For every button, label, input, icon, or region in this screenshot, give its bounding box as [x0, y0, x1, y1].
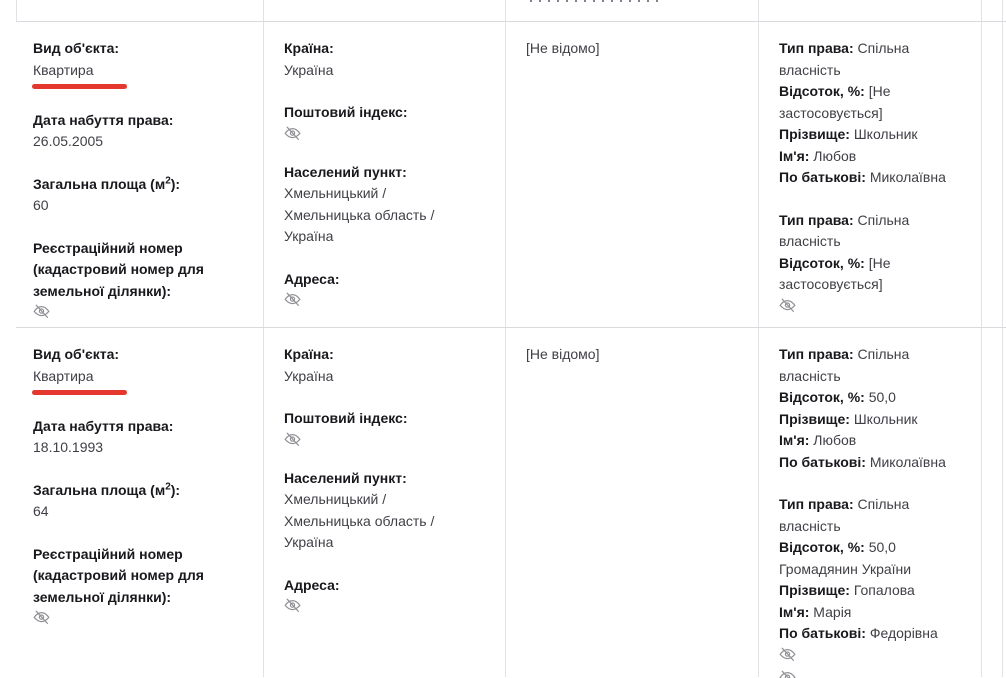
eye-slash-icon — [284, 292, 487, 307]
eye-slash-icon — [779, 670, 963, 678]
location-cell: Країна: Україна Поштовий індекс: Населен… — [263, 22, 505, 327]
eye-slash-icon — [284, 432, 487, 447]
eye-slash-icon — [33, 304, 245, 319]
country-label: Країна: — [284, 346, 334, 362]
owner-unknown-value: [Не відомо] — [526, 40, 600, 56]
registration-number-label: Реєстраційний номер (кадастровий номер д… — [33, 239, 204, 299]
header-cell-extra — [981, 0, 1003, 21]
property-row: Вид об'єкта: Квартира Дата набуття права… — [16, 22, 1006, 328]
object-details-cell: Вид об'єкта: Квартира Дата набуття права… — [16, 328, 263, 677]
registration-number-label: Реєстраційний номер (кадастровий номер д… — [33, 545, 204, 605]
owner-unknown-cell: [Не відомо] — [505, 22, 758, 327]
object-type-value: Квартира — [33, 367, 94, 384]
rights-cell: Тип права: Спільна власність Відсоток, %… — [758, 328, 981, 678]
property-row: Вид об'єкта: Квартира Дата набуття права… — [16, 328, 1006, 678]
owner-unknown-cell: [Не відомо] — [505, 328, 758, 677]
eye-slash-icon — [284, 598, 487, 613]
country-value: Україна — [284, 367, 334, 384]
address-label: Адреса: — [284, 576, 340, 593]
header-cell-owner — [505, 0, 758, 21]
settlement-value-line: Україна — [284, 534, 334, 550]
object-details-cell: Вид об'єкта: Квартира Дата набуття права… — [16, 22, 263, 327]
eye-slash-icon — [33, 610, 245, 625]
total-area-value: 64 — [33, 503, 49, 519]
country-value: Україна — [284, 61, 334, 78]
postal-index-label: Поштовий індекс: — [284, 410, 408, 426]
settlement-value-line: Хмельницька область / — [284, 206, 435, 223]
total-area-value: 60 — [33, 197, 49, 213]
acquisition-date-label: Дата набуття права: — [33, 417, 174, 434]
settlement-value-line: Хмельницька область / — [284, 512, 435, 529]
ownership-right-block: Тип права: Спільна власність Відсоток, %… — [779, 346, 946, 470]
eye-slash-icon — [284, 126, 487, 141]
total-area-label: Загальна площа (м2): — [33, 480, 181, 498]
rights-cell: Тип права: Спільна власність Відсоток, %… — [758, 22, 981, 327]
ownership-right-block: Тип права: Спільна власність Відсоток, %… — [779, 40, 946, 185]
settlement-value-line: Хмельницький / — [284, 491, 387, 507]
header-cell-rights — [758, 0, 981, 21]
extra-column-sliver — [981, 328, 1003, 677]
acquisition-date-value: 18.10.1993 — [33, 439, 104, 455]
settlement-label: Населений пункт: — [284, 469, 407, 486]
eye-slash-icon — [779, 647, 963, 662]
address-label: Адреса: — [284, 270, 340, 287]
red-underline-annotation — [32, 390, 127, 395]
eye-slash-icon — [779, 298, 963, 313]
postal-index-label: Поштовий індекс: — [284, 104, 408, 120]
header-cell-object — [17, 0, 263, 21]
country-label: Країна: — [284, 40, 334, 56]
acquisition-date-value: 26.05.2005 — [33, 133, 104, 149]
table-header-row-clipped — [16, 0, 1006, 22]
location-cell: Країна: Україна Поштовий індекс: Населен… — [263, 328, 505, 677]
object-type-label: Вид об'єкта: — [33, 40, 120, 56]
clipped-header-text-fragment — [530, 0, 663, 2]
acquisition-date-label: Дата набуття права: — [33, 111, 174, 128]
object-type-label: Вид об'єкта: — [33, 346, 120, 362]
total-area-label: Загальна площа (м2): — [33, 174, 181, 192]
ownership-right-block: Тип права: Спільна власність Відсоток, %… — [779, 210, 963, 313]
red-underline-annotation — [32, 84, 127, 89]
settlement-value-line: Хмельницький / — [284, 185, 387, 201]
settlement-value-line: Україна — [284, 228, 334, 244]
ownership-right-block: Тип права: Спільна власність Відсоток, %… — [779, 494, 963, 678]
extra-column-sliver — [981, 22, 1003, 327]
settlement-label: Населений пункт: — [284, 163, 407, 180]
object-type-value: Квартира — [33, 61, 94, 78]
owner-unknown-value: [Не відомо] — [526, 346, 600, 362]
header-cell-location — [263, 0, 505, 21]
